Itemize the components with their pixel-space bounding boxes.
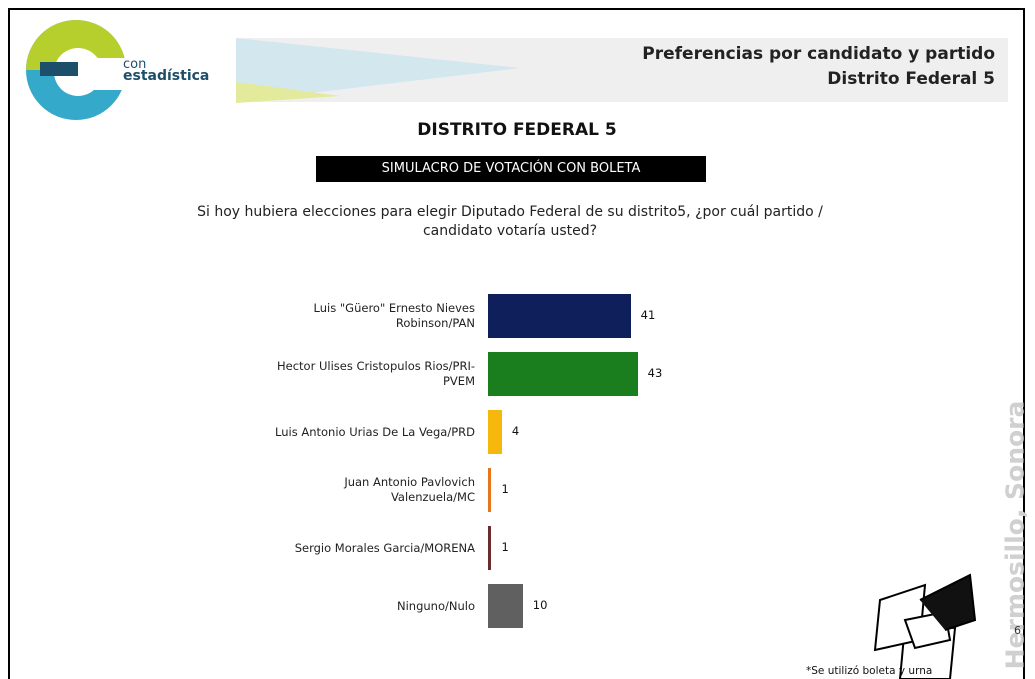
category-label: Ninguno/Nulo [397, 598, 475, 613]
logo-text: con [123, 57, 147, 72]
category-label: Hector Ulises Cristopulos Rios/PRI-PVEM [276, 359, 475, 388]
header-title: Distrito Federal 5 [827, 69, 995, 89]
logo-top [26, 20, 126, 70]
footnote: *Se utilizó boleta y urna [806, 665, 933, 677]
ballot-icon [873, 573, 977, 679]
category-label: Luis "Güero" Ernesto Nieves Robinson/PAN [313, 301, 475, 330]
value-label: 4 [511, 424, 520, 438]
banner-triangle [236, 82, 340, 103]
value-label: 1 [501, 482, 509, 496]
category-label: Sergio Morales Garcia/MORENA [294, 540, 475, 555]
bar [488, 584, 523, 628]
logo-gap [78, 58, 126, 90]
value-label: 10 [532, 598, 548, 612]
chart-title: DISTRITO FEDERAL 5 [417, 120, 617, 140]
bar [488, 468, 492, 512]
page-number: 6 [1014, 624, 1021, 637]
chart-subtitle: SIMULACRO DE VOTACIÓN CON BOLETA [316, 156, 706, 182]
value-label: 43 [647, 366, 663, 380]
category-label: Juan Antonio Pavlovich Valenzuela/MC [344, 475, 475, 504]
value-label: 41 [640, 308, 656, 322]
header-title: Preferencias por candidato y partido [642, 44, 995, 64]
bar [488, 352, 638, 396]
banner-triangle [236, 38, 520, 102]
logo-text: estadística [123, 68, 210, 84]
bar [488, 294, 631, 338]
slide-frame [8, 8, 1025, 679]
value-label: 1 [501, 540, 509, 554]
bar [488, 526, 492, 570]
bar [488, 410, 502, 454]
category-label: Luis Antonio Urias De La Vega/PRD [275, 424, 475, 439]
question: Si hoy hubiera elecciones para elegir Di… [197, 204, 823, 239]
